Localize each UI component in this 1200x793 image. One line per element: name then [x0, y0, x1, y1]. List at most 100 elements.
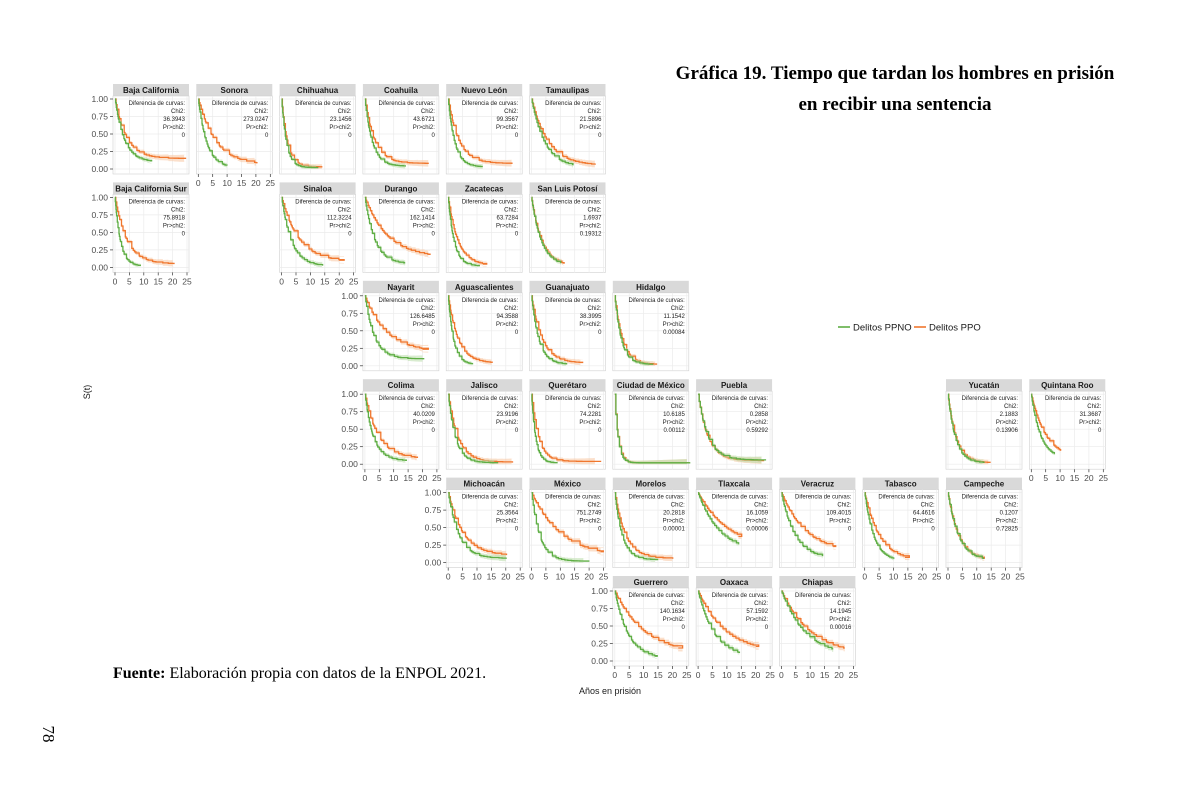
y-tick-label: 1.00 — [425, 488, 442, 498]
annotation-header: Diferencia de curvas: — [295, 101, 352, 107]
y-tick-label: 0.00 — [591, 656, 608, 666]
panel-veracruz: Veracruz Diferencia de curvas: Chi2: 109.40… — [779, 477, 856, 568]
y-tick-label: 1.00 — [341, 389, 358, 399]
annotation-chi2-value: 751.2749 — [576, 511, 602, 517]
annotation-p-value: 0 — [432, 231, 436, 237]
annotation-chi2-label: Chi2: — [671, 404, 685, 410]
annotation-p-value: 0.72825 — [996, 527, 1018, 533]
survival-curve-ppno — [531, 295, 568, 365]
panel-quintana-roo: Quintana Roo Diferencia de curvas: Chi2: 31… — [1029, 379, 1108, 483]
annotation-chi2-value: 74.2281 — [580, 412, 602, 418]
panel-strip-label: Sonora — [221, 86, 249, 95]
x-tick-label: 5 — [960, 572, 965, 582]
panel-nuevo-le-n: Nuevo León Diferencia de curvas: Chi2: 99.3… — [445, 84, 523, 175]
y-tick-label: 0.00 — [341, 361, 358, 371]
chart-title-line2: en recibir una sentencia — [798, 94, 992, 115]
survival-curve-ppno — [614, 590, 658, 657]
annotation-header: Diferencia de curvas: — [295, 199, 352, 205]
survival-curve-ppo — [448, 295, 493, 363]
survival-curve-ppno — [364, 393, 407, 461]
annotation-chi2-value: 10.6185 — [663, 412, 685, 418]
annotation-p-label: Pr>chi2: — [579, 519, 602, 525]
x-tick-label: 20 — [918, 572, 928, 582]
survival-curve-ppno — [614, 295, 654, 365]
panel-strip — [862, 477, 939, 490]
x-tick-label: 5 — [710, 670, 715, 680]
annotation-header: Diferencia de curvas: — [962, 396, 1019, 402]
survival-curve-ppno — [448, 491, 507, 559]
panel-strip-label: Querétaro — [548, 381, 586, 390]
annotation-p-label: Pr>chi2: — [579, 322, 602, 328]
survival-curve-ppo — [781, 590, 845, 649]
annotation-chi2-label: Chi2: — [671, 306, 685, 312]
annotation-chi2-label: Chi2: — [587, 109, 601, 115]
x-tick-label: 15 — [570, 572, 580, 582]
panel-durango: Durango Diferencia de curvas: Chi2: 162.141… — [362, 182, 440, 273]
x-tick-label: 5 — [1043, 473, 1048, 483]
annotation-chi2-label: Chi2: — [1004, 404, 1018, 410]
annotation-chi2-value: 23.1456 — [330, 117, 352, 123]
survival-curve-ppno — [281, 196, 324, 266]
annotation-chi2-label: Chi2: — [504, 306, 518, 312]
annotation-p-label: Pr>chi2: — [246, 125, 269, 131]
x-tick-label: 15 — [403, 473, 413, 483]
annotation-chi2-value: 99.3567 — [496, 117, 518, 123]
annotation-header: Diferencia de curvas: — [545, 199, 602, 205]
annotation-p-value: 0 — [515, 231, 519, 237]
x-tick-label: 5 — [294, 276, 299, 286]
ci-band-ppno — [115, 99, 152, 164]
annotation-p-label: Pr>chi2: — [829, 519, 852, 525]
x-tick-label: 10 — [639, 670, 649, 680]
panel-strip-label: Zacatecas — [465, 184, 504, 193]
x-tick-label: 25 — [932, 572, 942, 582]
annotation-p-value: 0.00112 — [664, 428, 686, 434]
panel-guerrero: Guerrero Diferencia de curvas: Chi2: 140.16… — [591, 576, 692, 680]
annotation-p-label: Pr>chi2: — [413, 420, 436, 426]
x-tick-label: 10 — [889, 572, 899, 582]
annotation-chi2-value: 21.5896 — [580, 117, 602, 123]
annotation-p-value: 0 — [515, 133, 519, 139]
panel-yucat-n: Yucatán Diferencia de curvas: Chi2: 2.1883 P… — [945, 379, 1023, 470]
annotation-header: Diferencia de curvas: — [628, 495, 685, 501]
annotation-p-value: 0 — [598, 428, 602, 434]
annotation-header: Diferencia de curvas: — [462, 101, 519, 107]
x-tick-label: 10 — [722, 670, 732, 680]
annotation-header: Diferencia de curvas: — [379, 101, 436, 107]
annotation-chi2-value: 75.8918 — [163, 215, 185, 221]
x-tick-label: 10 — [1055, 473, 1065, 483]
ci-band-ppno — [698, 591, 740, 656]
annotation-chi2-label: Chi2: — [254, 109, 268, 115]
annotation-p-label: Pr>chi2: — [746, 420, 769, 426]
annotation-p-label: Pr>chi2: — [579, 420, 602, 426]
x-tick-label: 25 — [432, 473, 442, 483]
ci-band-ppno — [698, 394, 767, 464]
y-tick-label: 0.00 — [91, 164, 108, 174]
panel-strip-label: Tlaxcala — [718, 480, 750, 489]
panel-baja-california-sur: Baja California Sur Diferencia de curvas:… — [91, 182, 192, 286]
x-tick-label: 0 — [196, 178, 201, 188]
x-tick-label: 20 — [584, 572, 594, 582]
annotation-p-value: 0.00001 — [663, 527, 685, 533]
survival-curve-ppno — [114, 98, 153, 162]
annotation-chi2-value: 126.6485 — [410, 314, 436, 320]
annotation-p-label: Pr>chi2: — [413, 223, 436, 229]
annotation-chi2-label: Chi2: — [1004, 503, 1018, 509]
x-tick-label: 15 — [320, 276, 330, 286]
panel-strip-label: México — [554, 480, 581, 489]
chart-title: Gráfica 19. Tiempo que tardan los hombre… — [640, 58, 1150, 120]
annotation-chi2-value: 31.3687 — [1080, 412, 1102, 418]
panel-plot-area — [362, 390, 440, 470]
y-tick-label: 1.00 — [91, 94, 108, 104]
y-tick-label: 0.50 — [341, 326, 358, 336]
y-tick-label: 0.25 — [425, 540, 442, 550]
survival-curve-ppno — [448, 393, 499, 464]
panel-plot-area — [362, 194, 440, 273]
survival-curve-ppo — [115, 196, 175, 265]
panel-tlaxcala: Tlaxcala Diferencia de curvas: Chi2: 16.105… — [695, 477, 773, 568]
x-tick-label: 0 — [113, 276, 118, 286]
annotation-chi2-value: 11.1542 — [664, 314, 686, 320]
annotation-p-label: Pr>chi2: — [163, 223, 186, 229]
x-tick-label: 15 — [986, 572, 996, 582]
panel-strip-label: Guerrero — [634, 578, 668, 587]
